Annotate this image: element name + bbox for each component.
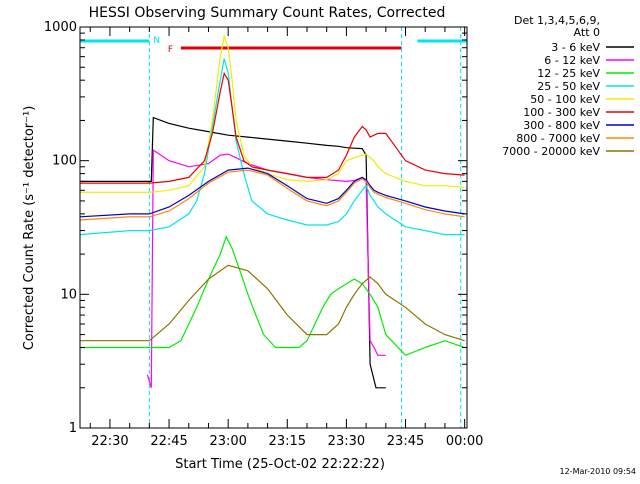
x-tick-label: 22:30: [91, 434, 128, 449]
series-line-6: [80, 167, 465, 218]
series-line-3: [80, 58, 465, 236]
flare-flag-label: F: [168, 45, 173, 55]
x-tick-label: 23:45: [387, 434, 424, 449]
legend-title-line: Det 1,3,4,5,6,9,: [514, 14, 600, 27]
chart-title: HESSI Observing Summary Count Rates, Cor…: [89, 5, 446, 21]
y-axis-label: Corrected Count Rate (s⁻¹ detector⁻¹): [22, 106, 37, 351]
series-line-2: [80, 235, 465, 357]
series-group: [80, 34, 465, 389]
x-tick-label: 00:00: [446, 434, 483, 449]
legend-label-2: 12 - 25 keV: [537, 67, 600, 80]
legend-label-8: 7000 - 20000 keV: [502, 145, 600, 158]
plot-area: NF 1 10 100 1000 22:30 22:45 23:00 23:15 23:30 23:…: [44, 20, 483, 449]
series-line-5: [80, 71, 465, 184]
y-tick-label: 10: [60, 287, 77, 302]
legend-label-4: 50 - 100 keV: [530, 93, 600, 106]
legend-label-6: 300 - 800 keV: [523, 119, 600, 132]
legend-label-3: 25 - 50 keV: [537, 80, 600, 93]
y-tick-label: 1: [69, 421, 77, 436]
plot-frame: [79, 26, 468, 429]
x-tick-label: 22:45: [150, 434, 187, 449]
x-tick-label: 23:00: [209, 434, 246, 449]
y-tick-label: 100: [52, 154, 77, 169]
x-tick-label: 23:30: [328, 434, 365, 449]
x-axis-label: Start Time (25-Oct-02 22:22:22): [175, 457, 385, 472]
legend-title-line: Att 0: [574, 26, 600, 39]
legend-label-1: 6 - 12 keV: [544, 54, 600, 67]
series-line-7: [80, 169, 465, 221]
legend-label-5: 100 - 300 keV: [523, 106, 600, 119]
night-flag-label: N: [153, 36, 160, 46]
legend-label-7: 800 - 7000 keV: [516, 132, 600, 145]
series-line-4: [80, 34, 465, 193]
legend-label-0: 3 - 6 keV: [551, 41, 600, 54]
series-line-8: [80, 264, 465, 342]
x-tick-label: 23:15: [269, 434, 306, 449]
y-tick-label: 1000: [44, 20, 77, 35]
footer-timestamp: 12-Mar-2010 09:54: [560, 467, 637, 476]
